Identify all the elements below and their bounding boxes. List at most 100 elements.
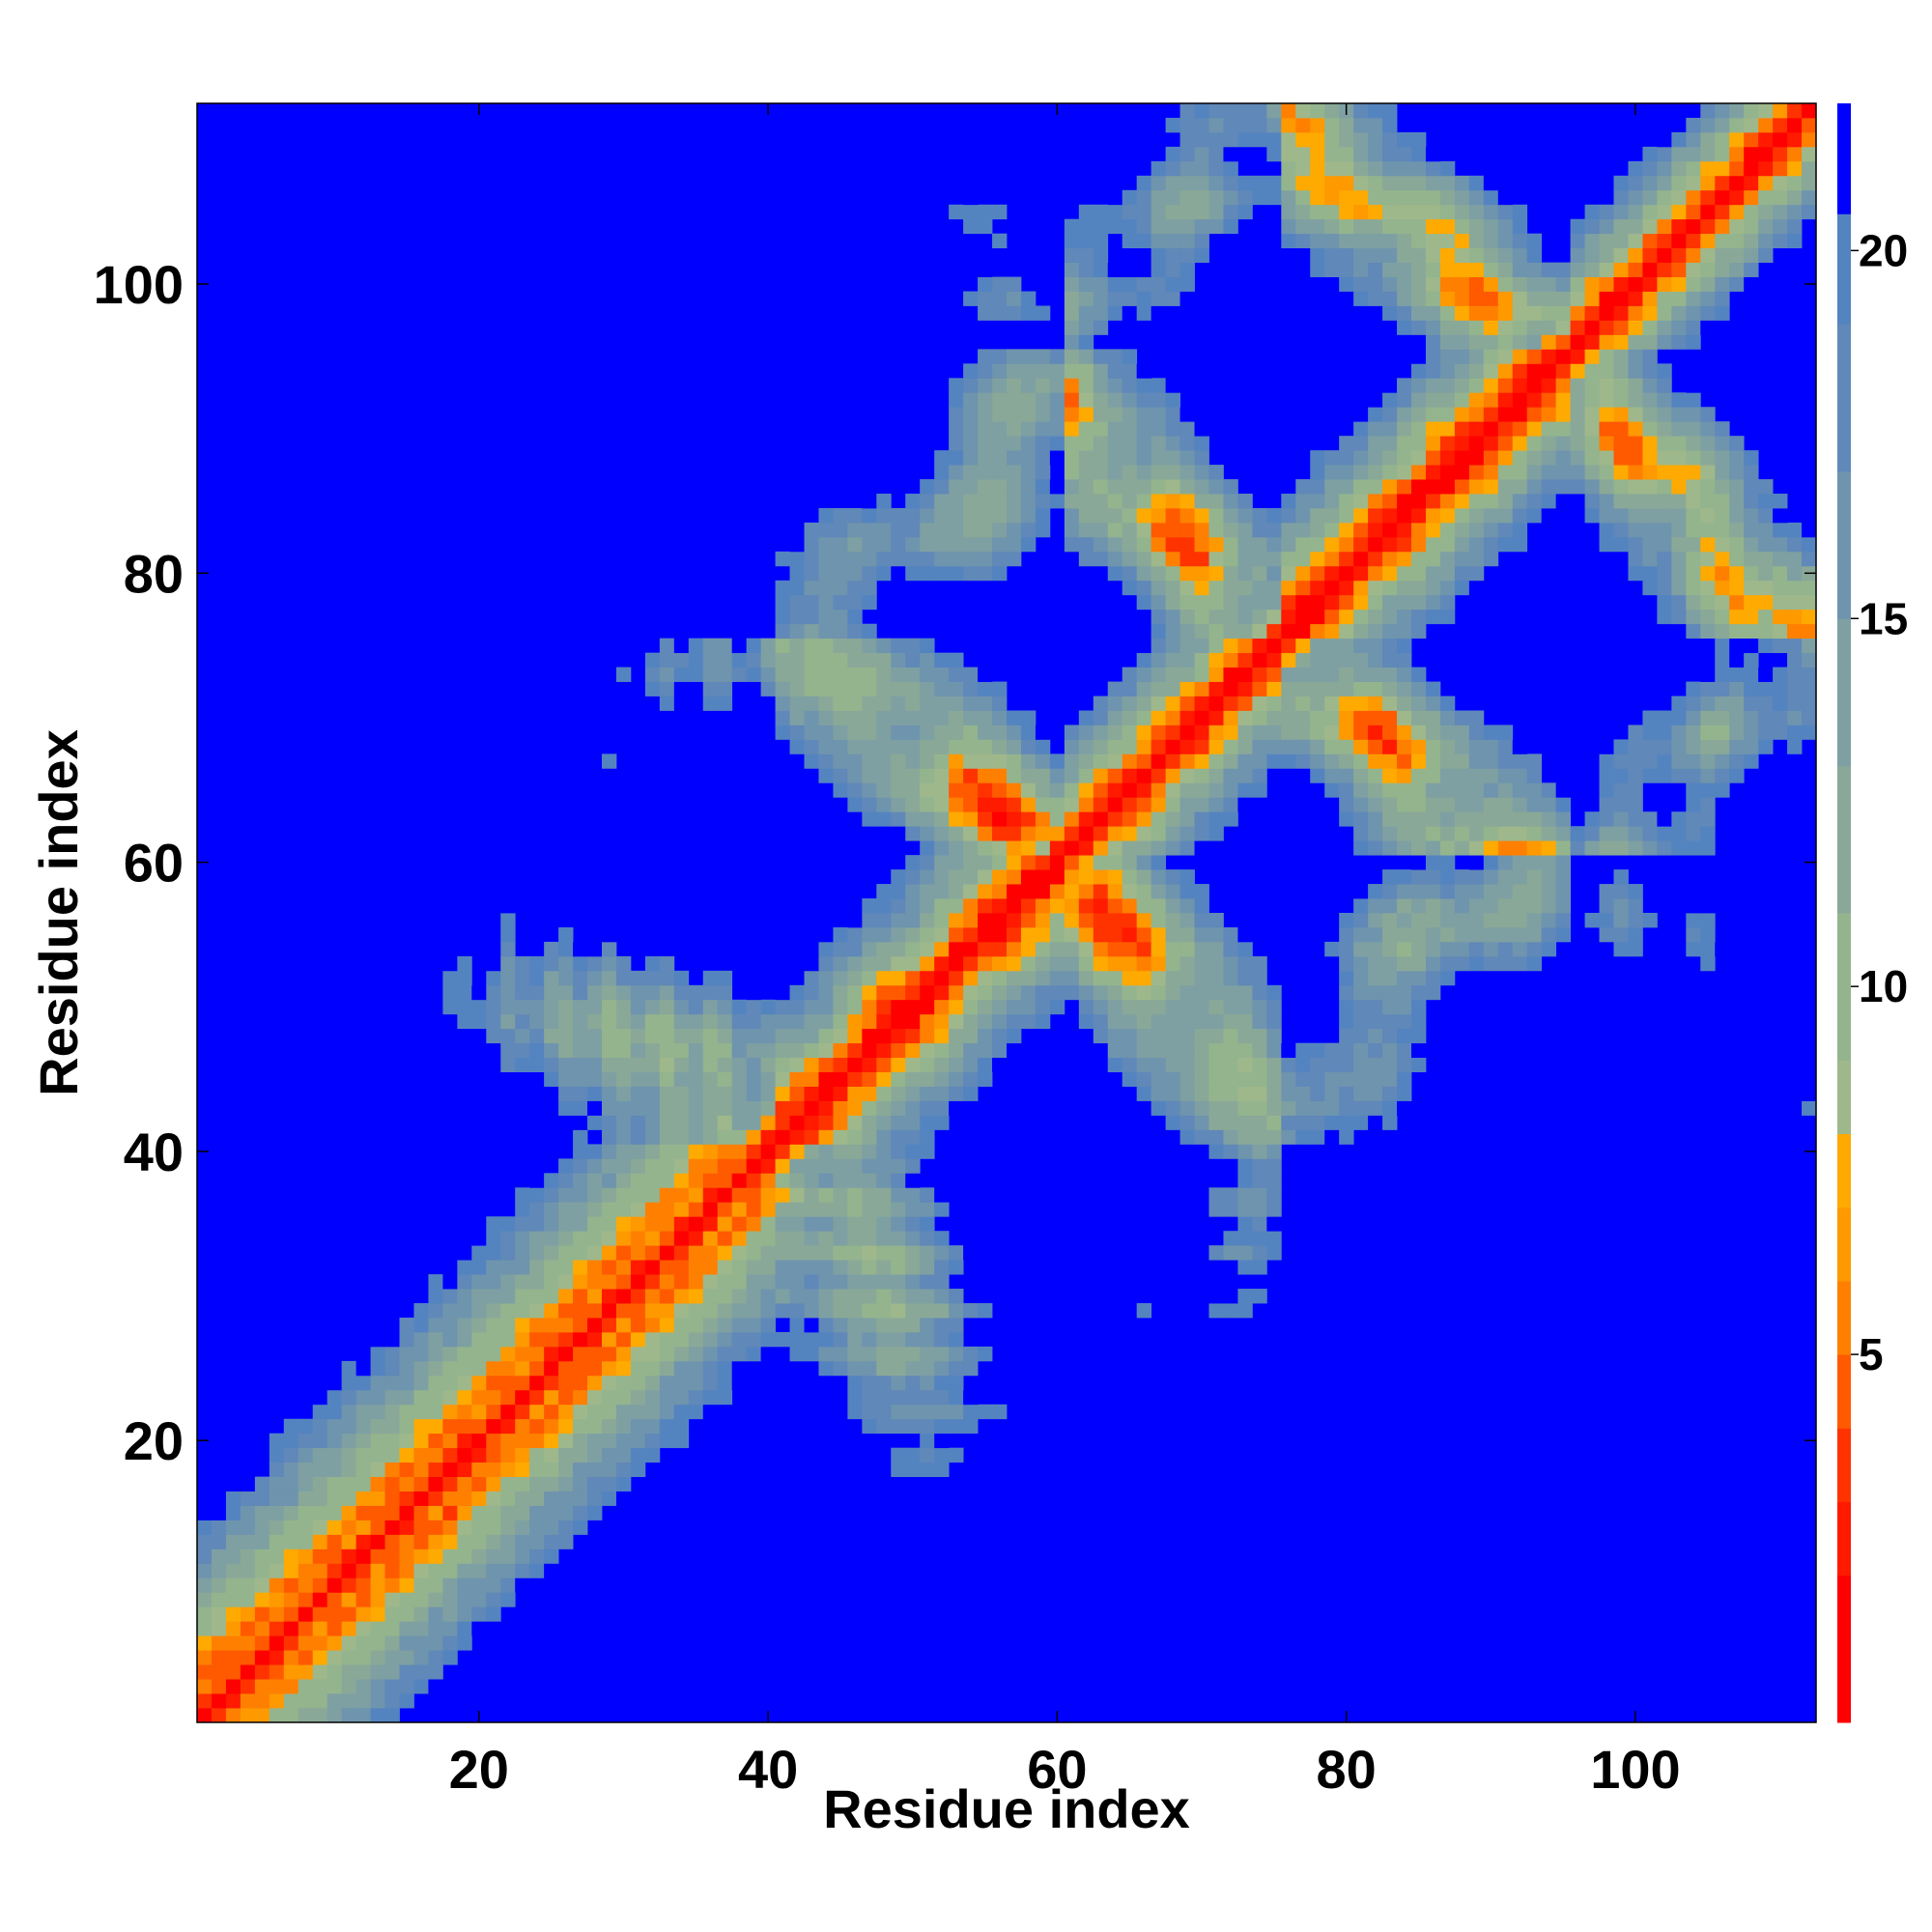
heatmap-cell: [312, 1404, 328, 1420]
heatmap-cell: [905, 652, 921, 668]
heatmap-cell: [529, 1274, 545, 1290]
heatmap-cell: [920, 1042, 935, 1059]
heatmap-cell: [457, 1491, 472, 1506]
heatmap-cell: [1310, 652, 1325, 668]
heatmap-cell: [370, 1650, 385, 1665]
heatmap-cell: [717, 1173, 733, 1188]
heatmap-cell: [1223, 1028, 1238, 1044]
heatmap-cell: [515, 1216, 530, 1232]
heatmap-cell: [1194, 970, 1209, 986]
heatmap-cell: [1339, 811, 1354, 827]
heatmap-cell: [1758, 103, 1774, 119]
heatmap-cell: [1223, 494, 1238, 509]
heatmap-cell: [587, 1216, 603, 1232]
heatmap-cell: [1671, 494, 1687, 509]
heatmap-cell: [644, 984, 661, 1001]
heatmap-cell: [1773, 551, 1788, 567]
heatmap-cell: [1671, 536, 1687, 553]
heatmap-cell: [1194, 436, 1209, 451]
heatmap-cell: [1007, 450, 1022, 466]
heatmap-cell: [644, 1260, 661, 1275]
heatmap-cell: [1223, 710, 1238, 725]
heatmap-cell: [963, 840, 979, 856]
heatmap-cell: [1744, 580, 1759, 596]
heatmap-cell: [544, 1187, 559, 1203]
heatmap-cell: [1208, 146, 1224, 162]
heatmap-cell: [1411, 363, 1427, 379]
heatmap-cell: [978, 913, 993, 928]
heatmap-cell: [1136, 811, 1152, 827]
heatmap-cell: [1078, 724, 1094, 740]
heatmap-cell: [413, 1318, 429, 1333]
heatmap-cell: [1020, 291, 1037, 306]
heatmap-cell: [399, 1621, 414, 1636]
heatmap-cell: [702, 1086, 719, 1101]
heatmap-cell: [905, 1346, 921, 1362]
heatmap-cell: [1237, 1115, 1253, 1130]
heatmap-cell: [457, 1592, 472, 1607]
heatmap-cell: [558, 1115, 574, 1130]
heatmap-cell: [1411, 782, 1427, 798]
heatmap-cell: [442, 1491, 458, 1506]
heatmap-cell: [1686, 594, 1701, 611]
heatmap-cell: [847, 1231, 863, 1246]
heatmap-cell: [1599, 204, 1614, 220]
heatmap-cell: [1035, 811, 1051, 827]
heatmap-cell: [1295, 479, 1311, 495]
heatmap-cell: [876, 1086, 892, 1101]
colorbar-segment: [1837, 103, 1851, 214]
heatmap-cell: [1802, 652, 1817, 668]
heatmap-cell: [602, 1216, 617, 1232]
heatmap-cell: [1584, 479, 1600, 495]
heatmap-cell: [775, 1100, 790, 1116]
heatmap-cell: [1136, 739, 1152, 754]
heatmap-cell: [1454, 262, 1470, 277]
heatmap-cell: [327, 1606, 343, 1622]
heatmap-cell: [1194, 522, 1209, 538]
heatmap-cell: [283, 1548, 299, 1564]
heatmap-cell: [1570, 233, 1585, 249]
heatmap-cell: [702, 1375, 719, 1391]
heatmap-cell: [1382, 782, 1398, 798]
heatmap-cell: [1700, 305, 1716, 321]
heatmap-cell: [1020, 855, 1037, 870]
heatmap-cell: [746, 1013, 761, 1030]
heatmap-cell: [573, 1231, 588, 1246]
heatmap-cell: [659, 652, 675, 668]
heatmap-cell: [1439, 233, 1456, 249]
heatmap-cell: [587, 1100, 603, 1116]
heatmap-cell: [1700, 652, 1716, 668]
heatmap-cell: [1281, 233, 1296, 249]
heatmap-cell: [1584, 392, 1600, 408]
heatmap-cell: [240, 1650, 256, 1665]
heatmap-cell: [1353, 609, 1369, 625]
heatmap-cell: [1411, 811, 1427, 827]
heatmap-cell: [500, 1389, 516, 1406]
heatmap-cell: [1483, 782, 1499, 798]
heatmap-cell: [891, 1042, 906, 1059]
heatmap-cell: [1744, 609, 1759, 625]
heatmap-cell: [978, 551, 993, 567]
heatmap-cell: [1468, 189, 1485, 206]
heatmap-cell: [327, 1664, 343, 1680]
heatmap-cell: [1252, 710, 1267, 725]
heatmap-cell: [587, 1158, 603, 1174]
heatmap-cell: [1773, 233, 1788, 249]
heatmap-cell: [240, 1577, 256, 1593]
heatmap-cell: [211, 1534, 227, 1549]
heatmap-cell: [1237, 753, 1253, 769]
heatmap-cell: [573, 1158, 588, 1174]
heatmap-cell: [934, 522, 950, 538]
heatmap-cell: [529, 1028, 545, 1044]
heatmap-cell: [1425, 276, 1441, 292]
heatmap-cell: [1107, 465, 1123, 480]
heatmap-cell: [1353, 811, 1369, 827]
heatmap-cell: [1194, 811, 1209, 827]
heatmap-cell: [1281, 103, 1296, 119]
heatmap-cell: [1310, 146, 1325, 162]
heatmap-cell: [978, 826, 993, 841]
heatmap-cell: [847, 1057, 863, 1072]
heatmap-cell: [1093, 884, 1109, 899]
heatmap-cell: [1787, 160, 1803, 177]
heatmap-cell: [1526, 334, 1543, 350]
